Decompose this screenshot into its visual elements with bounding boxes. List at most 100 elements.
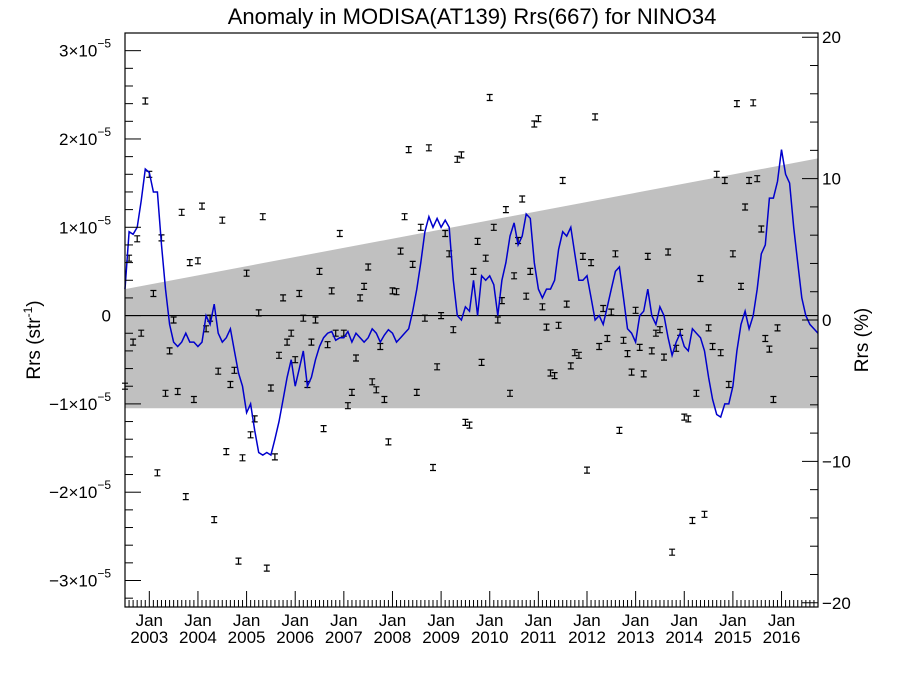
anomaly-point [344,402,351,410]
anomaly-point [644,252,651,260]
y-axis-label-left-text: Rrs (str [24,317,45,380]
x-tick-month-label: Jan [427,611,454,630]
anomaly-point [393,288,400,296]
x-tick-year-label: 2005 [228,628,266,647]
right-tick-label: −10 [822,452,851,471]
anomaly-point [559,176,566,185]
anomaly-point [474,237,481,245]
chart-title: Anomaly in MODISA(AT139) Rrs(667) for NI… [228,4,717,29]
anomaly-point [425,144,432,152]
anomaly-point [713,170,720,178]
anomaly-point [219,216,226,224]
x-tick-year-label: 2010 [471,628,509,647]
anomaly-point [162,389,169,397]
anomaly-point [239,454,246,462]
anomaly-point [535,115,542,123]
anomaly-point [178,208,185,216]
anomaly-point [531,120,538,128]
x-tick-year-label: 2015 [714,628,752,647]
anomaly-point [263,564,270,572]
anomaly-point [271,453,278,461]
anomaly-point [592,113,599,121]
anomaly-point [328,287,335,295]
tick-exponent: −5 [97,478,111,492]
anomaly-point [693,389,700,397]
tick-exponent: −5 [97,213,111,227]
anomaly-point [612,250,619,258]
right-tick-label: 0 [822,311,831,330]
anomaly-point [555,321,562,329]
anomaly-point [709,342,716,351]
anomaly-point [766,345,773,353]
x-tick-year-label: 2006 [276,628,314,647]
anomaly-point [312,316,319,324]
anomaly-point [223,448,230,456]
tick-mantissa: 3 [59,42,68,61]
anomaly-point [701,510,708,518]
anomaly-point [373,386,380,394]
right-y-axis: 20 10 0 −10 −20 [802,28,851,613]
anomaly-point [348,388,355,396]
anomaly-point [563,300,570,308]
x-tick-year-label: 2013 [617,628,655,647]
y-axis-label-right: Rrs (%) [852,308,873,372]
y-axis-label-left-close: ) [24,300,45,306]
anomaly-point [616,426,623,434]
tick-exponent: −5 [97,37,111,51]
anomaly-point [519,195,526,203]
anomaly-point [397,247,404,255]
anomaly-point [774,324,781,332]
anomaly-point [604,334,611,343]
left-tick-label: −3×10−5 [49,567,111,591]
anomaly-point [539,303,546,311]
anomaly-point [717,349,724,357]
anomaly-point [620,336,627,344]
anomaly-point [478,358,485,366]
anomaly-point [186,259,193,267]
anomaly-point [353,354,359,362]
anomaly-point [296,289,303,298]
x-tick-year-label: 2014 [665,628,703,647]
anomaly-point [770,395,777,404]
tick-exponent: −5 [97,567,111,581]
x-tick-month-label: Jan [379,611,406,630]
anomaly-point [438,312,445,320]
anomaly-point [482,254,489,262]
anomaly-point [596,342,603,351]
anomaly-point [154,469,161,477]
y-axis-label-left-superscript: -1 [21,306,35,317]
monthly-anomaly-points [122,93,781,572]
tick-exponent: −5 [97,125,111,139]
anomaly-point [194,257,201,265]
anomaly-point [689,516,696,525]
left-tick-label: 3×10−5 [59,37,111,61]
anomaly-point [527,267,534,275]
x-tick-month-label: Jan [573,611,600,630]
anomaly-point [166,347,173,355]
tick-times: ×10 [68,42,97,61]
anomaly-point [280,294,287,302]
anomaly-point [624,350,631,358]
anomaly-point [673,344,680,352]
anomaly-point [466,421,473,429]
anomaly-point [190,395,197,404]
x-tick-year-label: 2009 [422,628,460,647]
anomaly-point [421,314,428,322]
anomaly-point [729,250,736,258]
anomaly-point [507,389,513,397]
anomaly-point [547,369,554,377]
running-mean-line-layer [124,149,819,457]
tick-mantissa: −3 [49,572,68,591]
anomaly-point [551,372,558,380]
anomaly-point [608,308,615,316]
running-mean-line [124,149,819,457]
anomaly-point [762,334,769,343]
tick-times: ×10 [68,218,97,237]
anomaly-point [636,343,643,351]
anomaly-point [652,329,659,337]
x-tick-month-label: Jan [330,611,357,630]
anomaly-point [738,282,744,290]
anomaly-point [320,425,327,433]
anomaly-point [656,326,663,334]
